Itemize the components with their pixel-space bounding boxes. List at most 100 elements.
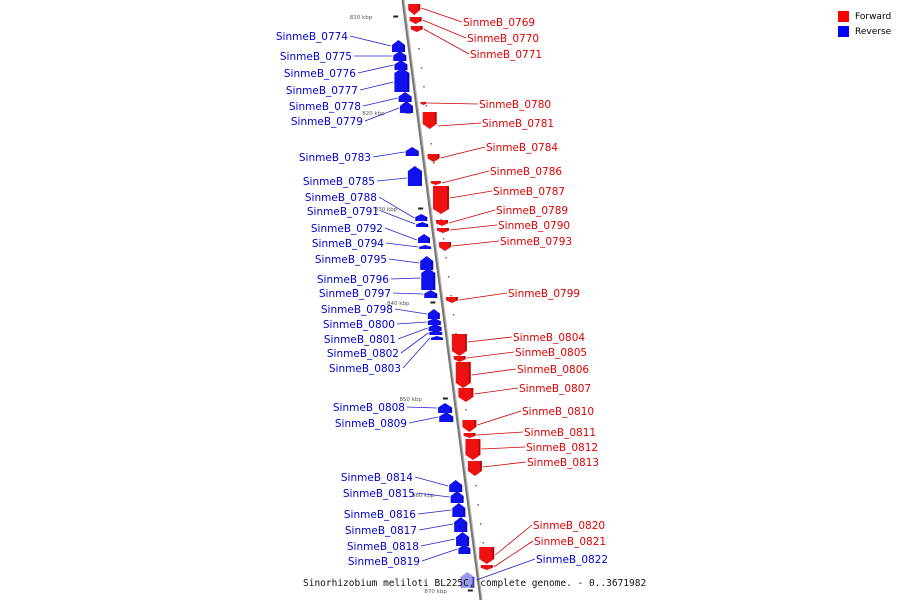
- forward-gene-label[interactable]: SinmeB_0793: [500, 236, 572, 248]
- reverse-gene-label[interactable]: SinmeB_0798: [321, 304, 393, 316]
- forward-gene-label[interactable]: SinmeB_0820: [533, 520, 605, 532]
- reverse-sinmeb_0778-gene[interactable]: [398, 92, 412, 102]
- reverse-sinmeb_0797-gene[interactable]: [424, 290, 438, 298]
- reverse-sinmeb_0796-gene[interactable]: [421, 268, 436, 290]
- forward-gene-label[interactable]: SinmeB_0787: [493, 186, 565, 198]
- reverse-gene-label[interactable]: SinmeB_0776: [284, 68, 356, 80]
- reverse-sinmeb_0817-gene[interactable]: [454, 517, 468, 532]
- reverse-sinmeb_0788-gene[interactable]: [415, 214, 428, 221]
- reverse-gene-label[interactable]: SinmeB_0802: [327, 348, 399, 360]
- reverse-gene-label[interactable]: SinmeB_0801: [324, 334, 396, 346]
- forward-gene-label[interactable]: SinmeB_0813: [527, 457, 599, 469]
- forward-gene-label[interactable]: SinmeB_0771: [470, 49, 542, 61]
- forward-sinmeb_0787-gene[interactable]: [433, 186, 449, 214]
- reverse-gene-label[interactable]: SinmeB_0791: [307, 206, 379, 218]
- reverse-sinmeb_0818-gene[interactable]: [456, 532, 470, 546]
- reverse-gene-label[interactable]: SinmeB_0797: [319, 288, 391, 300]
- forward-sinmeb_0799-gene[interactable]: [446, 297, 458, 303]
- forward-gene-label[interactable]: SinmeB_0812: [526, 442, 598, 454]
- reverse-gene-label[interactable]: SinmeB_0816: [344, 509, 416, 521]
- forward-gene-label[interactable]: SinmeB_0806: [517, 364, 589, 376]
- reverse-sinmeb_0822-gene[interactable]: [460, 572, 475, 588]
- forward-gene-label[interactable]: SinmeB_0807: [519, 383, 591, 395]
- forward-gene-label[interactable]: SinmeB_0811: [524, 427, 596, 439]
- reverse-sinmeb_0791-gene[interactable]: [416, 222, 429, 227]
- reverse-sinmeb_0808-gene[interactable]: [438, 403, 453, 413]
- reverse-sinmeb_0800-gene[interactable]: [427, 318, 441, 325]
- reverse-sinmeb_0779-gene[interactable]: [399, 101, 413, 113]
- reverse-sinmeb_0819-gene[interactable]: [458, 544, 471, 554]
- reverse-gene-label[interactable]: SinmeB_0803: [329, 363, 401, 375]
- forward-gene-label[interactable]: SinmeB_0780: [479, 99, 551, 111]
- reverse-gene-label[interactable]: SinmeB_0795: [315, 254, 387, 266]
- forward-gene-label[interactable]: SinmeB_0786: [490, 166, 562, 178]
- forward-sinmeb_0786-gene[interactable]: [430, 181, 441, 185]
- reverse-gene-label[interactable]: SinmeB_0819: [348, 556, 420, 568]
- forward-sinmeb_0790-gene[interactable]: [436, 228, 449, 233]
- forward-sinmeb_0805-gene[interactable]: [453, 356, 466, 362]
- reverse-sinmeb_0783-gene[interactable]: [405, 147, 419, 156]
- reverse-sinmeb_0802-gene[interactable]: [429, 330, 443, 335]
- forward-gene-label[interactable]: SinmeB_0805: [515, 347, 587, 359]
- reverse-gene-label[interactable]: SinmeB_0809: [335, 418, 407, 430]
- forward-gene-label[interactable]: SinmeB_0799: [508, 288, 580, 300]
- reverse-gene-label[interactable]: SinmeB_0792: [311, 223, 383, 235]
- reverse-gene-label[interactable]: SinmeB_0822: [536, 554, 608, 566]
- reverse-sinmeb_0815-gene[interactable]: [450, 491, 464, 503]
- reverse-sinmeb_0801-gene[interactable]: [428, 324, 442, 331]
- reverse-sinmeb_0798-gene[interactable]: [427, 309, 440, 319]
- forward-sinmeb_0784-gene[interactable]: [427, 154, 440, 162]
- reverse-sinmeb_0775-gene[interactable]: [393, 51, 407, 61]
- reverse-gene-label[interactable]: SinmeB_0814: [341, 472, 413, 484]
- reverse-gene-label[interactable]: SinmeB_0800: [323, 319, 395, 331]
- forward-gene-label[interactable]: SinmeB_0770: [467, 33, 539, 45]
- reverse-gene-label[interactable]: SinmeB_0774: [276, 31, 348, 43]
- forward-gene-label[interactable]: SinmeB_0789: [496, 205, 568, 217]
- reverse-sinmeb_0777-gene[interactable]: [394, 68, 410, 92]
- reverse-gene-label[interactable]: SinmeB_0783: [299, 152, 371, 164]
- reverse-gene-label[interactable]: SinmeB_0775: [280, 51, 352, 63]
- forward-sinmeb_0812-gene[interactable]: [465, 439, 481, 460]
- reverse-gene-label[interactable]: SinmeB_0817: [345, 525, 417, 537]
- forward-sinmeb_0820-gene[interactable]: [479, 547, 495, 564]
- reverse-sinmeb_0792-gene[interactable]: [418, 234, 431, 243]
- reverse-gene-label[interactable]: SinmeB_0779: [291, 116, 363, 128]
- reverse-gene-label[interactable]: SinmeB_0785: [303, 176, 375, 188]
- reverse-sinmeb_0776-gene[interactable]: [394, 60, 408, 70]
- reverse-gene-label[interactable]: SinmeB_0778: [289, 101, 361, 113]
- forward-gene-label[interactable]: SinmeB_0821: [534, 536, 606, 548]
- reverse-gene-label[interactable]: SinmeB_0815: [343, 488, 415, 500]
- forward-gene-label[interactable]: SinmeB_0769: [463, 17, 535, 29]
- forward-sinmeb_0770-gene[interactable]: [409, 17, 422, 24]
- reverse-gene-label[interactable]: SinmeB_0777: [286, 85, 358, 97]
- reverse-gene-label[interactable]: SinmeB_0796: [317, 274, 389, 286]
- forward-sinmeb_0813-gene[interactable]: [467, 461, 482, 476]
- legend-forward[interactable]: Forward: [838, 9, 891, 24]
- reverse-gene-label[interactable]: SinmeB_0818: [347, 541, 419, 553]
- legend-reverse[interactable]: Reverse: [838, 24, 891, 39]
- forward-sinmeb_0804-gene[interactable]: [451, 334, 467, 356]
- reverse-gene-label[interactable]: SinmeB_0808: [333, 402, 405, 414]
- forward-sinmeb_0789-gene[interactable]: [435, 220, 448, 226]
- reverse-sinmeb_0803-gene[interactable]: [430, 336, 443, 340]
- forward-sinmeb_0807-gene[interactable]: [458, 388, 474, 402]
- forward-sinmeb_0793-gene[interactable]: [439, 242, 452, 251]
- reverse-sinmeb_0814-gene[interactable]: [449, 480, 463, 492]
- forward-gene-label[interactable]: SinmeB_0784: [486, 142, 558, 154]
- forward-sinmeb_0769-gene[interactable]: [408, 4, 421, 15]
- forward-gene-label[interactable]: SinmeB_0810: [522, 406, 594, 418]
- forward-gene-label[interactable]: SinmeB_0804: [513, 332, 585, 344]
- reverse-sinmeb_0794-gene[interactable]: [419, 245, 432, 249]
- reverse-sinmeb_0816-gene[interactable]: [452, 503, 466, 517]
- forward-sinmeb_0781-gene[interactable]: [422, 112, 437, 129]
- forward-sinmeb_0806-gene[interactable]: [455, 362, 471, 388]
- forward-sinmeb_0771-gene[interactable]: [410, 26, 423, 32]
- forward-sinmeb_0810-gene[interactable]: [462, 420, 477, 432]
- reverse-gene-label[interactable]: SinmeB_0794: [312, 238, 384, 250]
- forward-sinmeb_0821-gene[interactable]: [480, 565, 493, 570]
- reverse-sinmeb_0774-gene[interactable]: [391, 40, 405, 52]
- reverse-sinmeb_0795-gene[interactable]: [420, 256, 434, 270]
- reverse-gene-label[interactable]: SinmeB_0788: [305, 192, 377, 204]
- forward-gene-label[interactable]: SinmeB_0790: [498, 220, 570, 232]
- forward-gene-label[interactable]: SinmeB_0781: [482, 118, 554, 130]
